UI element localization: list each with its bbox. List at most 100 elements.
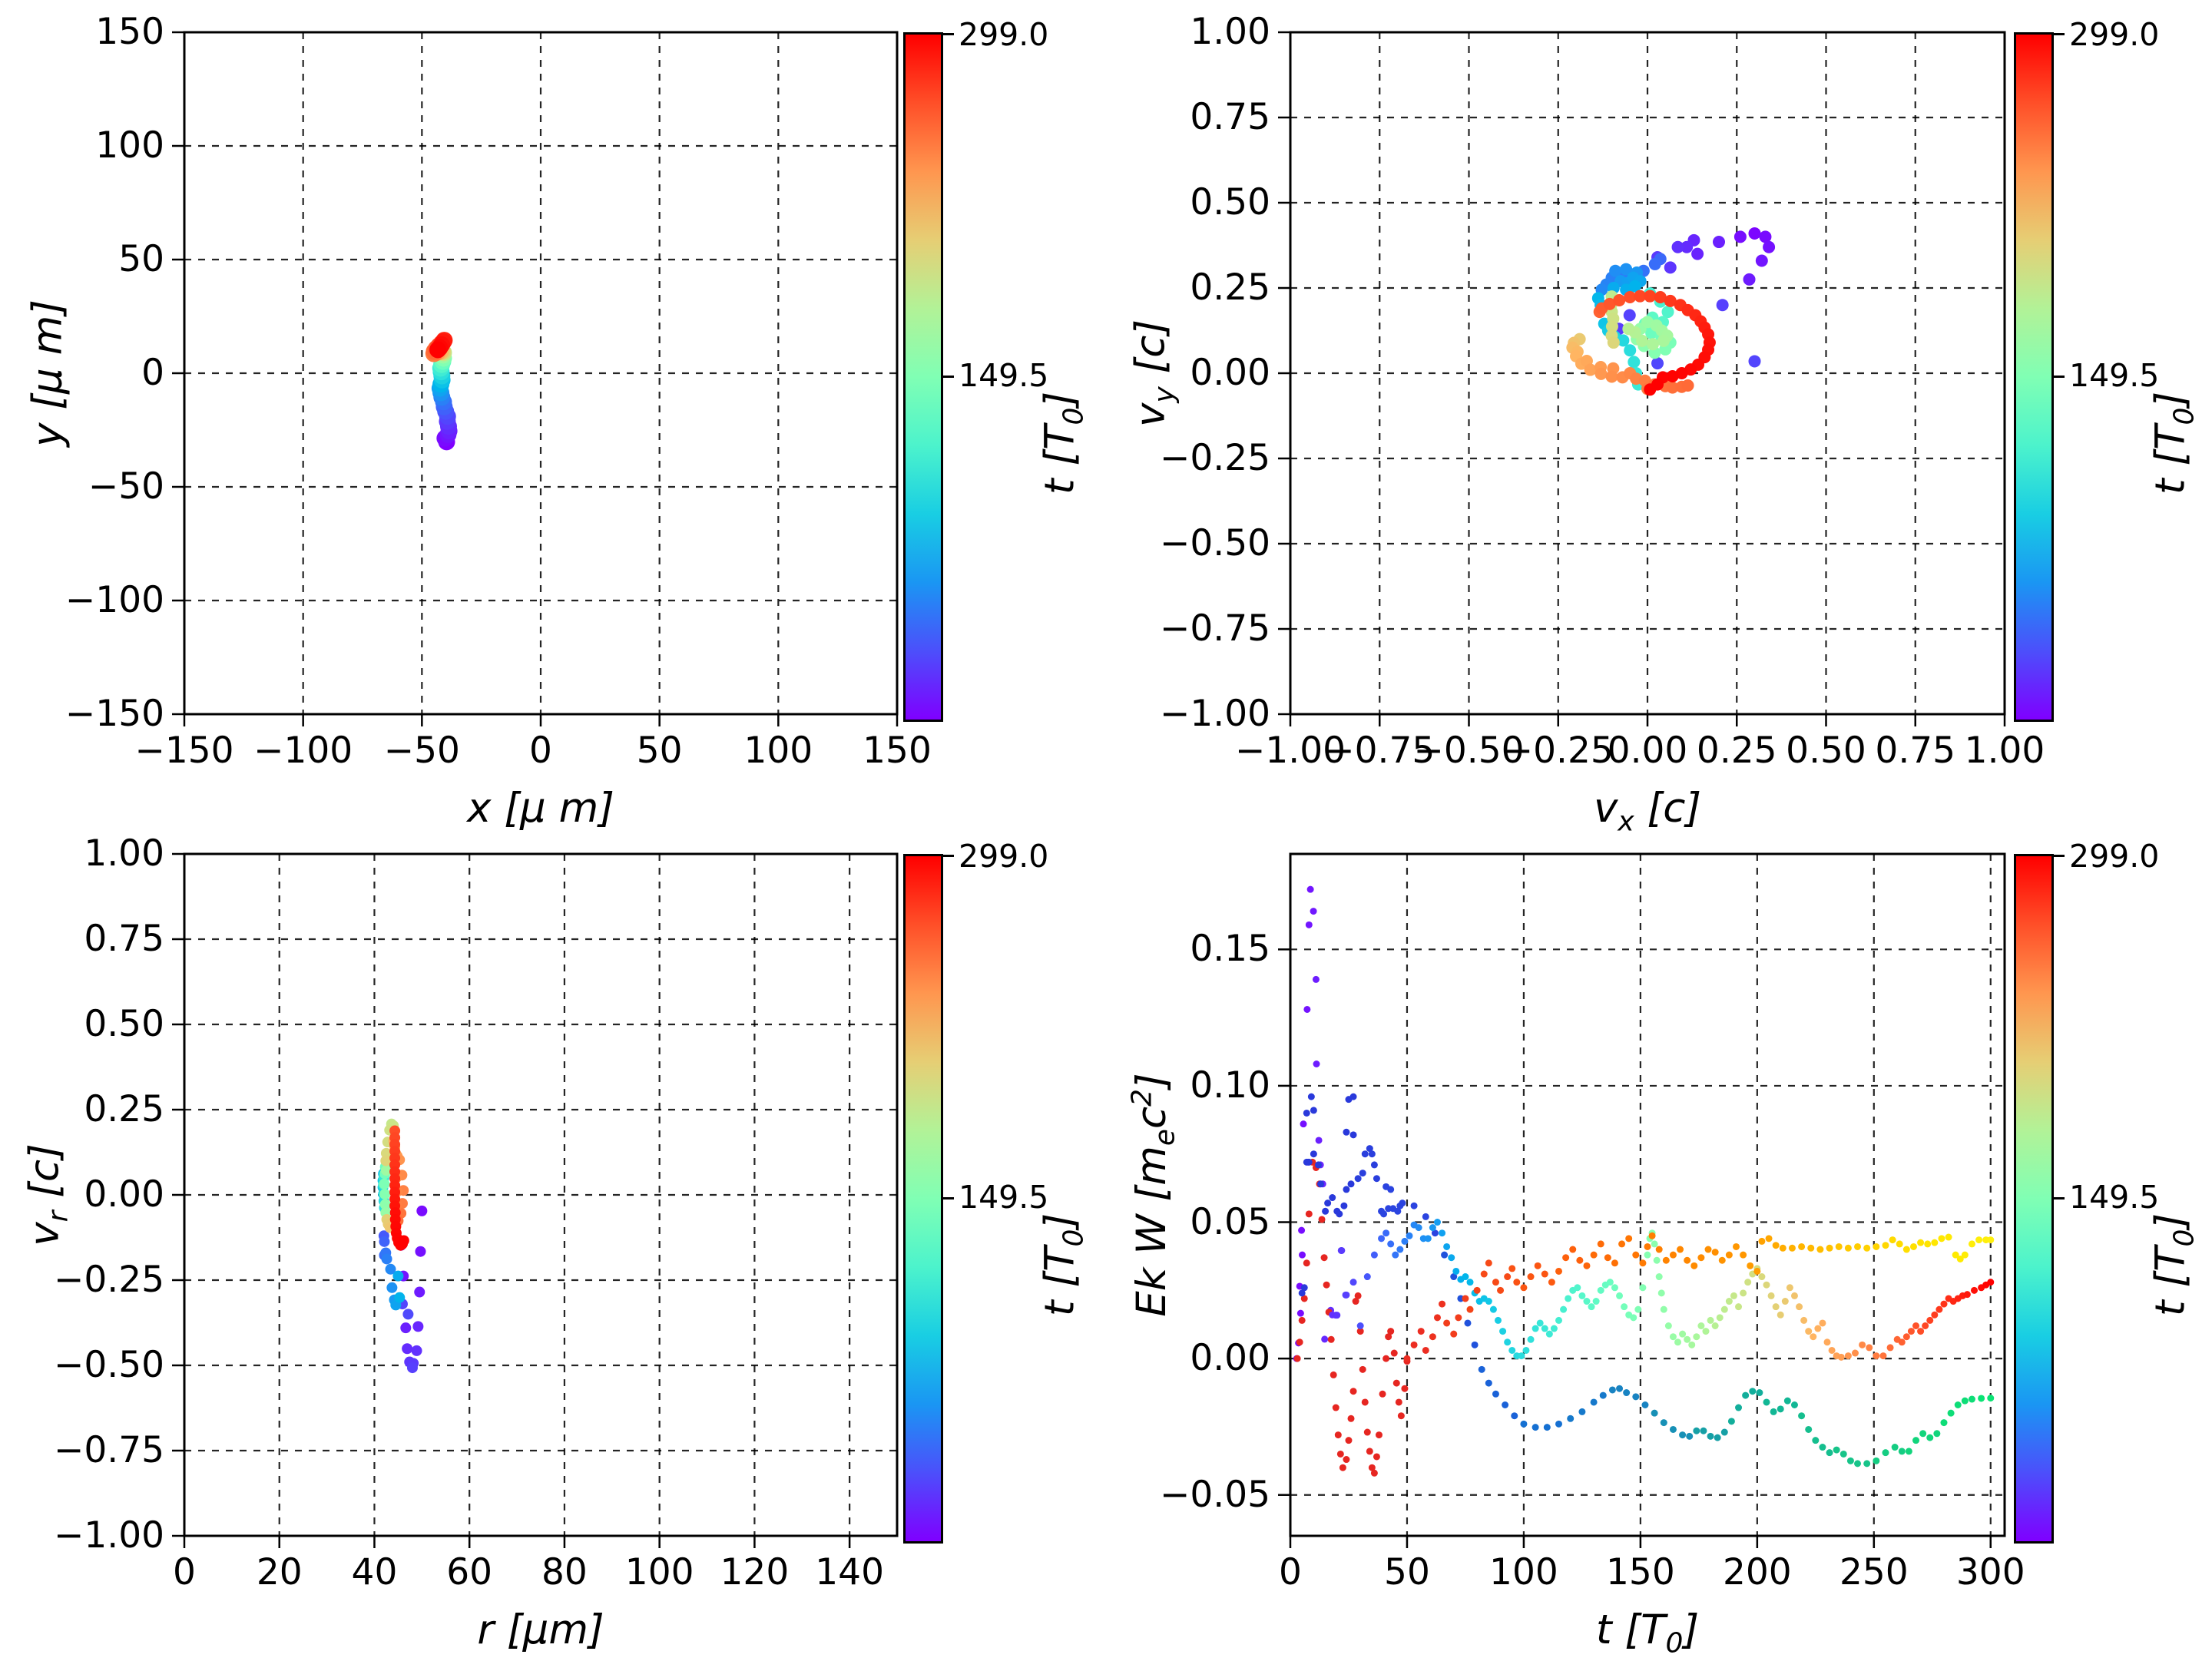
y-tick: −0.50 bbox=[53, 1344, 164, 1387]
colorbar-label: t [T0] bbox=[2147, 392, 2200, 495]
x-tick: 0.75 bbox=[1875, 730, 1956, 772]
y-axis-label: vr [c] bbox=[21, 1143, 75, 1246]
colorbar-tick-mid: 149.5 bbox=[959, 1179, 1049, 1216]
x-axis-label: vx [c] bbox=[1593, 785, 1702, 838]
y-tick: 0.25 bbox=[84, 1088, 164, 1131]
colorbar-tick-mid: 149.5 bbox=[2069, 357, 2160, 394]
colorbar-tick-mid: 149.5 bbox=[2069, 1179, 2160, 1216]
colorbar-label: t [T0] bbox=[2147, 1213, 2200, 1317]
x-tick: 300 bbox=[1955, 1551, 2025, 1593]
x-tick: −0.50 bbox=[1413, 730, 1525, 772]
x-axis-label: x [μ m] bbox=[467, 785, 614, 832]
x-tick: 60 bbox=[446, 1551, 493, 1593]
plot-rvr bbox=[172, 852, 899, 1548]
y-tick: 0.75 bbox=[84, 918, 164, 961]
x-tick: 0.25 bbox=[1696, 730, 1777, 772]
y-tick: −0.50 bbox=[1159, 522, 1270, 565]
colorbar-tickmark bbox=[2054, 376, 2065, 378]
x-tick: 150 bbox=[863, 730, 932, 772]
plot-xy bbox=[172, 31, 899, 726]
colorbar bbox=[2014, 854, 2054, 1544]
x-tick: 140 bbox=[815, 1551, 884, 1593]
y-tick: 0.00 bbox=[84, 1173, 164, 1216]
y-axis-label: vy [c] bbox=[1127, 319, 1181, 428]
x-tick: 0.00 bbox=[1607, 730, 1688, 772]
colorbar-tickmark bbox=[2054, 33, 2065, 35]
x-tick: 20 bbox=[256, 1551, 303, 1593]
colorbar-tick-max: 299.0 bbox=[959, 16, 1049, 53]
y-tick: 0.00 bbox=[1190, 1337, 1270, 1380]
x-tick: −1.00 bbox=[1234, 730, 1346, 772]
y-tick: −0.75 bbox=[1159, 607, 1270, 650]
y-tick: 0 bbox=[141, 352, 164, 395]
colorbar-tickmark bbox=[943, 855, 954, 857]
colorbar-tick-max: 299.0 bbox=[959, 838, 1049, 875]
colorbar bbox=[903, 32, 943, 722]
x-tick: −50 bbox=[383, 730, 460, 772]
y-tick: 0.50 bbox=[84, 1003, 164, 1046]
y-tick: 0.75 bbox=[1190, 96, 1270, 139]
x-tick: 100 bbox=[624, 1551, 694, 1593]
x-axis-label: t [T0] bbox=[1595, 1606, 1700, 1659]
x-tick: 0 bbox=[529, 730, 552, 772]
x-tick: −0.25 bbox=[1502, 730, 1614, 772]
x-tick: 100 bbox=[1489, 1551, 1558, 1593]
x-tick: 1.00 bbox=[1964, 730, 2045, 772]
colorbar-label: t [T0] bbox=[1036, 392, 1090, 495]
y-tick: −0.25 bbox=[1159, 437, 1270, 480]
y-tick: 0.05 bbox=[1190, 1200, 1270, 1243]
y-tick: 0.25 bbox=[1190, 266, 1270, 309]
y-axis-label: Ek W [mec2] bbox=[1126, 1073, 1181, 1317]
y-axis-label: y [μ m] bbox=[24, 299, 71, 447]
y-tick: 0.50 bbox=[1190, 181, 1270, 224]
y-tick: 100 bbox=[95, 124, 164, 167]
x-tick: 0 bbox=[1279, 1551, 1302, 1593]
x-tick: 150 bbox=[1606, 1551, 1675, 1593]
y-tick: 1.00 bbox=[1190, 11, 1270, 54]
x-tick: 50 bbox=[636, 730, 683, 772]
x-tick: 0.50 bbox=[1786, 730, 1866, 772]
x-tick: −0.75 bbox=[1324, 730, 1435, 772]
y-tick: 50 bbox=[118, 238, 164, 281]
colorbar-tickmark bbox=[2054, 1197, 2065, 1199]
x-tick: −150 bbox=[134, 730, 234, 772]
colorbar-tickmark bbox=[943, 33, 954, 35]
plot-ekw bbox=[1278, 852, 2006, 1548]
y-tick: 0.15 bbox=[1190, 928, 1270, 971]
y-tick: −0.75 bbox=[53, 1429, 164, 1472]
x-tick: −100 bbox=[253, 730, 353, 772]
y-tick: −100 bbox=[65, 579, 164, 622]
x-tick: 50 bbox=[1384, 1551, 1430, 1593]
colorbar-tickmark bbox=[943, 376, 954, 378]
y-tick: −50 bbox=[88, 465, 164, 508]
colorbar-tick-max: 299.0 bbox=[2069, 16, 2160, 53]
x-tick: 200 bbox=[1722, 1551, 1792, 1593]
colorbar bbox=[903, 854, 943, 1544]
x-tick: 250 bbox=[1839, 1551, 1909, 1593]
x-tick: 40 bbox=[351, 1551, 398, 1593]
plot-vxvy bbox=[1278, 31, 2006, 726]
x-tick: 120 bbox=[720, 1551, 790, 1593]
y-tick: −0.25 bbox=[53, 1259, 164, 1302]
y-tick: 0.00 bbox=[1190, 352, 1270, 395]
y-tick: −150 bbox=[65, 693, 164, 736]
x-tick: 0 bbox=[173, 1551, 196, 1593]
colorbar-tickmark bbox=[2054, 855, 2065, 857]
y-tick: 0.10 bbox=[1190, 1064, 1270, 1107]
y-tick: −1.00 bbox=[1159, 693, 1270, 736]
y-tick: −1.00 bbox=[53, 1514, 164, 1557]
y-tick: 1.00 bbox=[84, 832, 164, 875]
colorbar-tick-max: 299.0 bbox=[2069, 838, 2160, 875]
colorbar-tickmark bbox=[943, 1197, 954, 1199]
y-tick: 150 bbox=[95, 11, 164, 54]
x-tick: 80 bbox=[541, 1551, 588, 1593]
colorbar bbox=[2014, 32, 2054, 722]
y-tick: −0.05 bbox=[1159, 1473, 1270, 1516]
colorbar-tick-mid: 149.5 bbox=[959, 357, 1049, 394]
colorbar-label: t [T0] bbox=[1036, 1213, 1090, 1317]
